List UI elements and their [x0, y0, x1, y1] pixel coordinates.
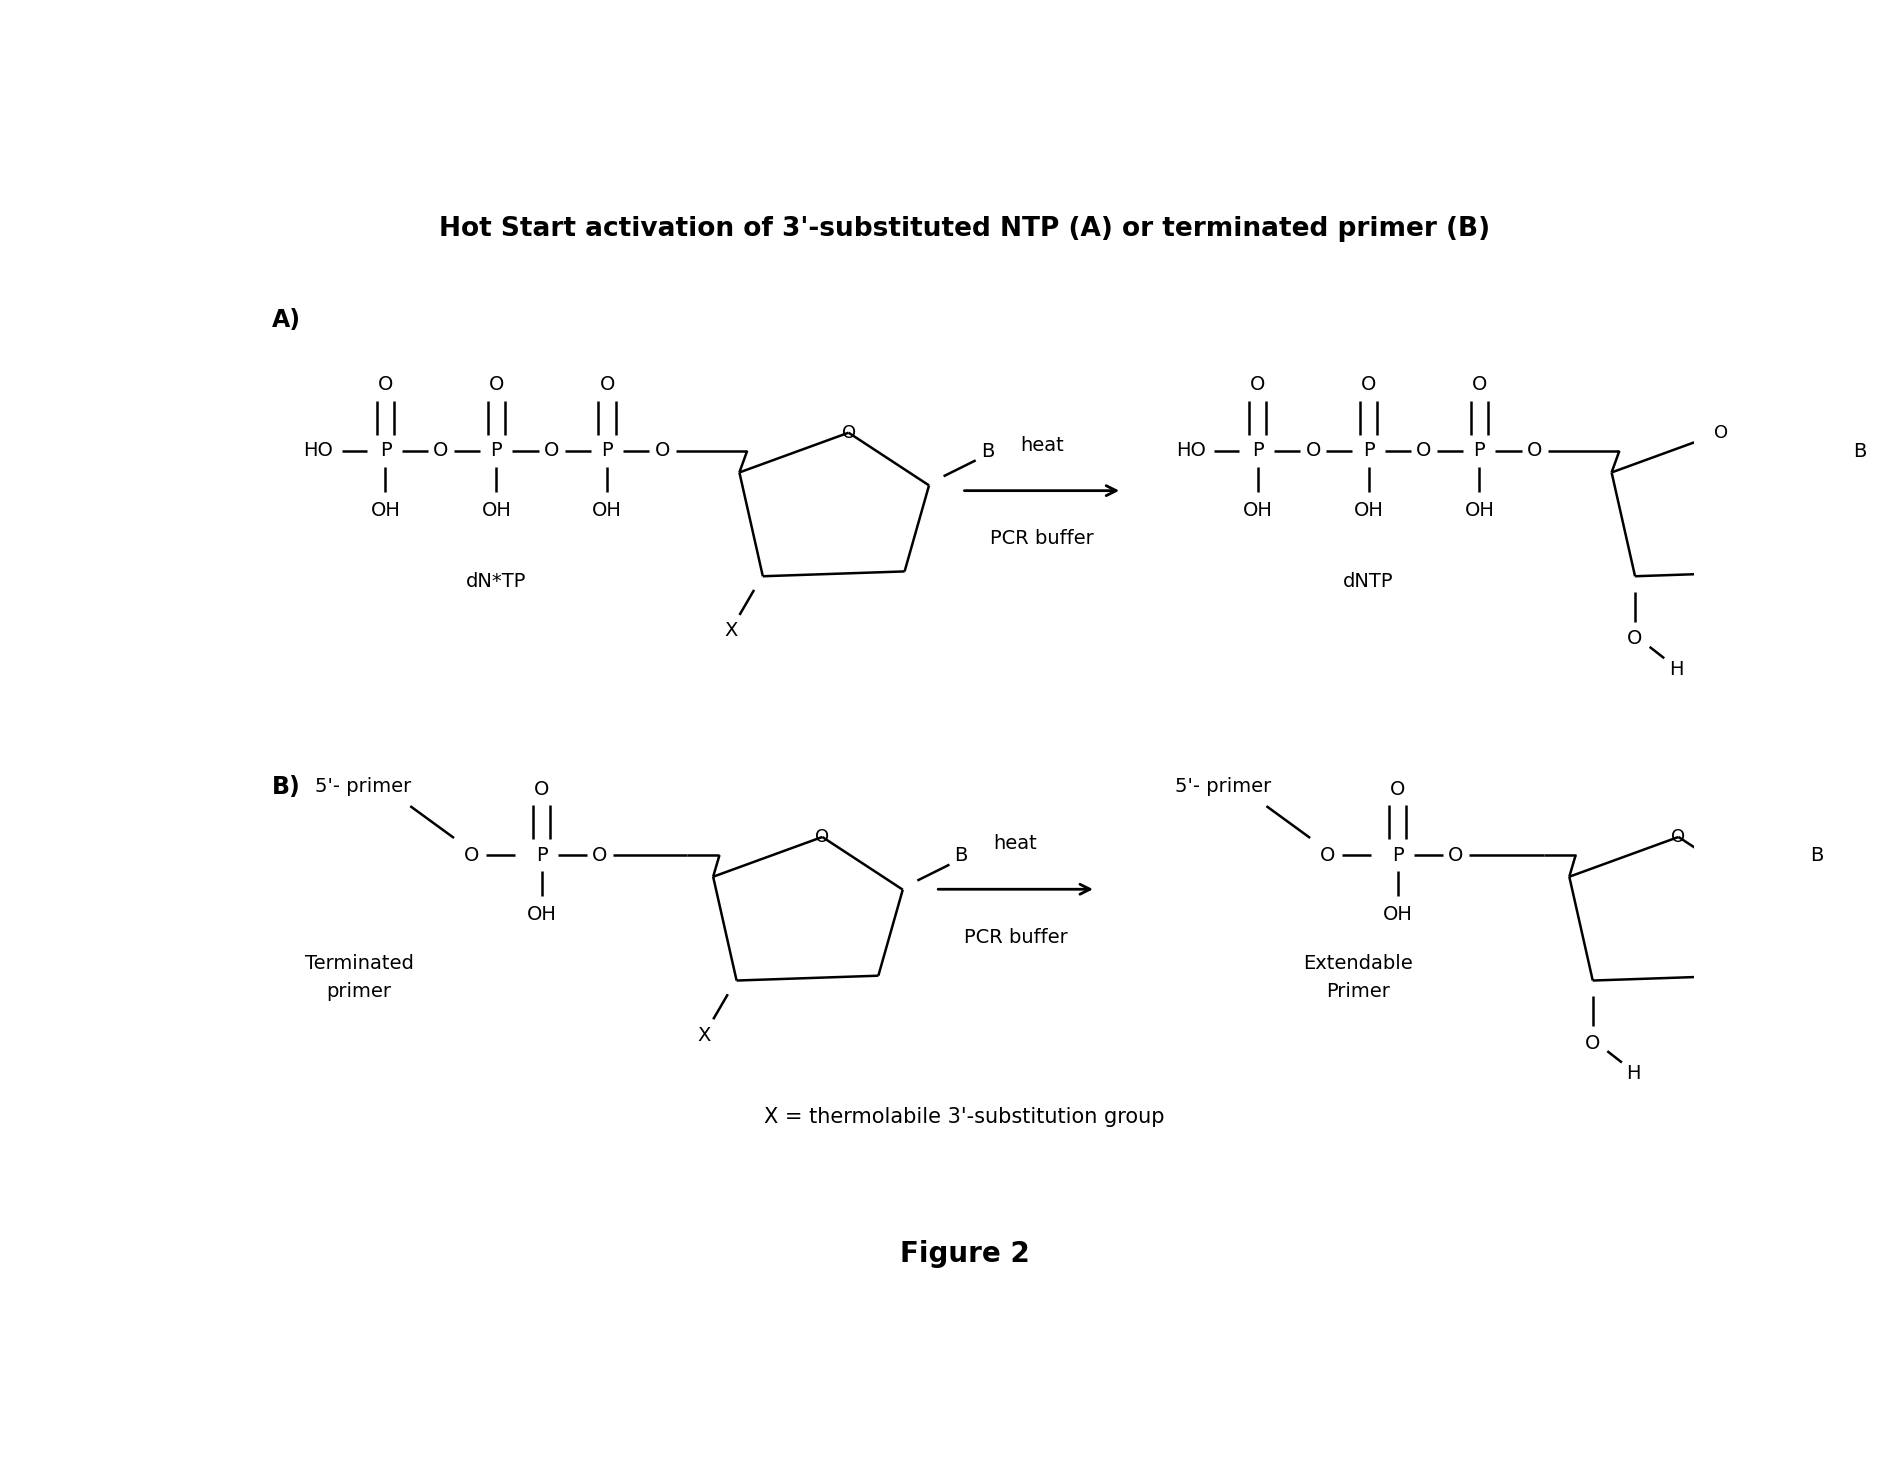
Text: X = thermolabile 3'-substitution group: X = thermolabile 3'-substitution group — [764, 1106, 1165, 1127]
Text: X: X — [698, 1026, 711, 1044]
Text: P: P — [536, 846, 548, 865]
Text: HO: HO — [303, 441, 333, 460]
Text: O: O — [1671, 828, 1686, 846]
Text: Terminated: Terminated — [305, 954, 414, 973]
Text: B: B — [1810, 846, 1824, 865]
Text: O: O — [463, 846, 480, 865]
Text: P: P — [1474, 441, 1485, 460]
Text: O: O — [1449, 846, 1464, 865]
Text: P: P — [602, 441, 614, 460]
Text: O: O — [655, 441, 670, 460]
Text: O: O — [378, 376, 393, 395]
Text: O: O — [1526, 441, 1543, 460]
Text: O: O — [1306, 441, 1321, 460]
Text: O: O — [1391, 779, 1406, 799]
Text: P: P — [1363, 441, 1374, 460]
Text: 5'- primer: 5'- primer — [316, 778, 412, 796]
Text: B: B — [1854, 442, 1867, 461]
Text: OH: OH — [1464, 500, 1494, 519]
Text: HO: HO — [1176, 441, 1206, 460]
Text: O: O — [593, 846, 608, 865]
Text: B: B — [954, 846, 967, 865]
Text: P: P — [380, 441, 391, 460]
Text: OH: OH — [482, 500, 512, 519]
Text: OH: OH — [1242, 500, 1272, 519]
Text: O: O — [1628, 630, 1643, 648]
Text: dNTP: dNTP — [1344, 572, 1395, 592]
Text: primer: primer — [327, 982, 391, 1001]
Text: OH: OH — [1353, 500, 1383, 519]
Text: PCR buffer: PCR buffer — [964, 927, 1067, 947]
Text: heat: heat — [1020, 436, 1063, 454]
Text: X: X — [725, 621, 738, 640]
Text: O: O — [841, 423, 856, 442]
Text: OH: OH — [527, 905, 557, 924]
Text: OH: OH — [1383, 905, 1413, 924]
Text: P: P — [491, 441, 502, 460]
Text: O: O — [1361, 376, 1376, 395]
Text: O: O — [489, 376, 504, 395]
Text: Primer: Primer — [1327, 982, 1391, 1001]
Text: B: B — [981, 442, 994, 461]
Text: O: O — [1250, 376, 1265, 395]
Text: B): B) — [271, 775, 301, 799]
Text: Extendable: Extendable — [1304, 954, 1413, 973]
Text: 5'- primer: 5'- primer — [1174, 778, 1270, 796]
Text: O: O — [433, 441, 448, 460]
Text: OH: OH — [371, 500, 401, 519]
Text: O: O — [1585, 1034, 1600, 1053]
Text: A): A) — [271, 308, 301, 331]
Text: O: O — [1715, 423, 1728, 442]
Text: H: H — [1669, 660, 1683, 679]
Text: H: H — [1626, 1065, 1641, 1084]
Text: O: O — [534, 779, 550, 799]
Text: P: P — [1393, 846, 1404, 865]
Text: O: O — [1319, 846, 1336, 865]
Text: heat: heat — [994, 834, 1037, 853]
Text: PCR buffer: PCR buffer — [990, 529, 1093, 549]
Text: O: O — [815, 828, 830, 846]
Text: P: P — [1252, 441, 1263, 460]
Text: O: O — [544, 441, 559, 460]
Text: Figure 2: Figure 2 — [900, 1239, 1029, 1268]
Text: Hot Start activation of 3'-substituted NTP (A) or terminated primer (B): Hot Start activation of 3'-substituted N… — [439, 216, 1491, 241]
Text: O: O — [1417, 441, 1432, 460]
Text: O: O — [600, 376, 615, 395]
Text: dN*TP: dN*TP — [467, 572, 527, 592]
Text: O: O — [1472, 376, 1487, 395]
Text: OH: OH — [593, 500, 623, 519]
